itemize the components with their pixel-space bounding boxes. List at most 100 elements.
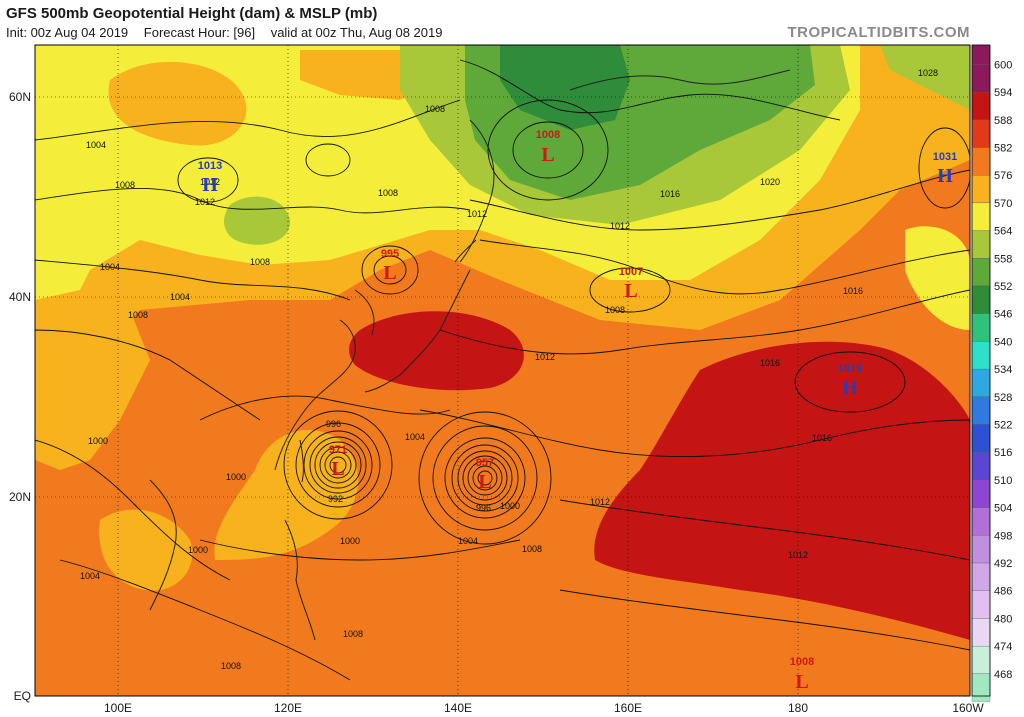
lon-label: 100E [104,701,132,715]
colorbar-swatch [971,452,991,481]
coastline-philippines [284,519,316,641]
lat-label: 60N [9,90,31,104]
lon-label: 180 [788,701,808,715]
coastline-japan [364,269,471,393]
field-576-west [35,290,150,470]
isobar [512,121,584,179]
isobar-label: 1012 [788,550,808,560]
colorbar-swatch [971,562,991,591]
colorbar-swatch [971,258,991,287]
isobar-label: 1012 [535,352,555,362]
colorbar-swatch [971,590,991,619]
colorbar-swatch [971,230,991,259]
colorbar-label: 516 [994,447,1012,459]
lat-label: 40N [9,290,31,304]
isobar [329,456,347,474]
colorbar-swatch [971,396,991,425]
isobar [283,410,393,520]
colorbar-swatch [971,507,991,536]
colorbar-label: 552 [994,281,1012,293]
isobar-label: 1008 [605,305,625,315]
isobar-label: 1016 [812,433,832,443]
colorbar-swatch [971,91,991,120]
source-watermark: TROPICALTIDBITS.COM [787,24,970,41]
isobar-label: 1008 [522,544,542,554]
colorbar-swatch [971,535,991,564]
colorbar-label: 498 [994,530,1012,542]
center-value: 1008 [790,656,814,668]
center-letter: H [937,165,953,187]
center-value: 995 [381,248,399,260]
map-frame [34,44,971,697]
isobar [309,436,367,494]
colorbar-label: 540 [994,336,1012,348]
isobar [467,460,503,496]
isobar [918,127,970,209]
isobar [373,255,407,285]
field-588-japan [348,311,524,391]
colorbar-label: 576 [994,170,1012,182]
center-letter: L [478,471,491,493]
isobar-label: 1012 [467,209,487,219]
field-564-ne [880,45,970,110]
isobar-label: 1004 [100,262,120,272]
center-value: 1007 [619,266,643,278]
colorbar-swatch [971,147,991,176]
isobar-label: 1000 [340,536,360,546]
isobar-label: 1008 [115,180,135,190]
isobar-label: 1000 [88,436,108,446]
colorbar: 600 594 588 582 576 570 564 558 552 546 540 534 528 5… [971,44,1012,702]
isobar [487,99,609,201]
isobar-label: 1008 [343,629,363,639]
forecast-hour: Forecast Hour: [96] [143,25,256,40]
isobar [418,411,552,545]
isobar-label: 1012 [200,177,220,187]
colorbar-label: 546 [994,309,1012,321]
colorbar-label: 570 [994,198,1012,210]
colorbar-label: 582 [994,142,1012,154]
center-letter: L [541,144,554,166]
isobar [472,465,498,491]
height-field [35,45,970,696]
isobar-label: 996 [326,419,341,429]
isobar [35,99,461,141]
isobar [559,589,970,651]
isobar [451,444,519,512]
lon-label: 160E [614,701,642,715]
center-letter: L [795,671,808,693]
isobar-label: 1028 [918,68,938,78]
colorbar-swatch [971,285,991,314]
coastline-taiwan [299,439,304,483]
isobar-label: 1020 [760,177,780,187]
typhoon-low-center: 957 L [476,457,494,493]
isobar [319,446,357,484]
isobar-label: 1000 [500,501,520,511]
colorbar-label: 594 [994,87,1012,99]
valid-time: valid at 00z Thu, Aug 08 2019 [270,25,443,40]
center-letter: H [842,377,858,399]
isobar-label: 1000 [226,472,246,482]
colorbar-label: 588 [994,115,1012,127]
colorbar-label: 534 [994,364,1012,376]
colorbar-label: 492 [994,558,1012,570]
coastline-indochina [149,479,177,611]
isobar [295,422,381,508]
lon-label: 160W [952,701,984,715]
isobar-label: 1008 [425,104,445,114]
isobar [419,409,970,458]
colorbar-cap [972,45,990,65]
lon-label: 140E [444,701,472,715]
isobar-label: 1016 [660,189,680,199]
isobar-label: 1008 [378,188,398,198]
high-pressure-center: 1019 H [838,363,862,399]
isobar-label: 1004 [86,140,106,150]
isobar [314,441,362,489]
center-letter: L [331,458,344,480]
isobar-label: 996 [476,503,491,513]
isobar [35,439,231,581]
latitude-labels: 60N 40N 20N EQ [9,90,31,703]
isobar [305,143,351,177]
isobar [479,239,970,295]
colorbar-swatch [971,479,991,508]
